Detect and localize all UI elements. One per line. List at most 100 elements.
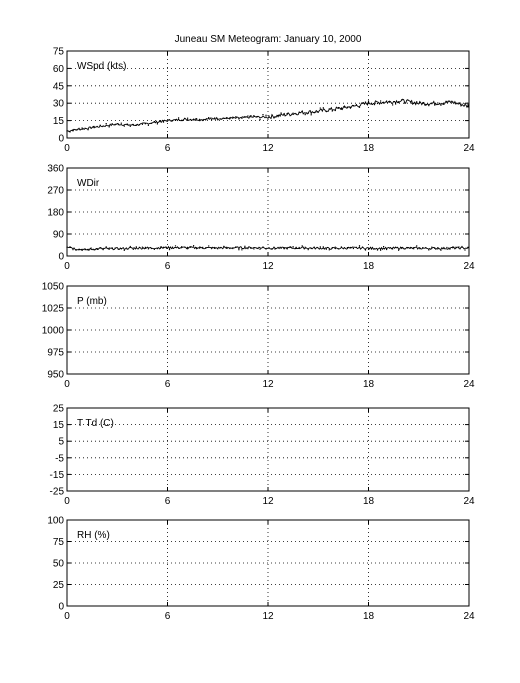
data-point-wdir bbox=[443, 247, 445, 249]
data-point-wdir bbox=[181, 246, 183, 248]
panel-wdir: 0 6 12 18 24 0 90 180 270 360 WDir bbox=[47, 164, 475, 273]
data-point-wspd bbox=[352, 105, 354, 107]
y-tick-label: 0 bbox=[58, 602, 64, 613]
y-tick-label: 25 bbox=[53, 580, 65, 591]
data-point-wdir bbox=[66, 246, 68, 248]
x-tick-label: 12 bbox=[262, 379, 274, 390]
data-point-wdir bbox=[289, 246, 291, 248]
data-point-wspd bbox=[340, 108, 342, 110]
data-point-wdir bbox=[352, 247, 354, 250]
data-point-wspd bbox=[307, 112, 309, 114]
data-point-wspd bbox=[93, 125, 95, 128]
data-point-wspd bbox=[144, 123, 146, 125]
data-point-wdir bbox=[343, 247, 345, 249]
data-point-wspd bbox=[434, 104, 436, 106]
data-point-wdir bbox=[226, 247, 228, 249]
data-point-wspd bbox=[217, 119, 219, 121]
x-tick-label: 6 bbox=[165, 143, 171, 154]
x-tick-label: 12 bbox=[262, 496, 274, 507]
data-point-wdir bbox=[147, 248, 149, 250]
data-point-wspd bbox=[105, 123, 107, 125]
data-point-wspd bbox=[162, 121, 165, 123]
panel-pressure: 0 6 12 18 24 950 975 1000 1025 1050 P (mb) bbox=[42, 282, 475, 391]
data-point-wspd bbox=[440, 104, 442, 106]
data-point-wdir bbox=[235, 246, 237, 248]
data-point-wspd bbox=[337, 107, 339, 109]
data-point-wspd bbox=[428, 105, 430, 107]
data-point-wspd bbox=[187, 117, 189, 119]
data-point-wspd bbox=[292, 112, 294, 114]
data-point-wdir bbox=[280, 247, 282, 249]
data-point-wdir bbox=[96, 248, 98, 250]
data-point-wdir bbox=[150, 247, 152, 250]
data-point-wspd bbox=[419, 101, 421, 103]
data-point-wdir bbox=[214, 247, 216, 249]
data-point-wspd bbox=[364, 101, 367, 103]
data-point-wspd bbox=[271, 114, 273, 116]
data-point-wspd bbox=[401, 99, 403, 101]
y-tick-label: 15 bbox=[53, 116, 65, 127]
data-point-wspd bbox=[443, 103, 445, 105]
data-point-wspd bbox=[238, 118, 240, 120]
data-point-wdir bbox=[319, 246, 321, 248]
figure-title: Juneau SM Meteogram: January 10, 2000 bbox=[175, 34, 362, 45]
data-point-wspd bbox=[331, 110, 333, 112]
data-point-wspd bbox=[108, 126, 110, 128]
data-point-wspd bbox=[467, 104, 469, 106]
data-point-wspd bbox=[223, 117, 225, 119]
data-point-wdir bbox=[292, 246, 294, 248]
y-tick-label: 15 bbox=[53, 420, 65, 431]
data-point-wdir bbox=[437, 247, 439, 249]
x-tick-label: 0 bbox=[64, 143, 70, 154]
x-tick-label: 18 bbox=[363, 611, 375, 622]
x-tick-label: 0 bbox=[64, 496, 70, 507]
data-point-wspd bbox=[156, 123, 158, 125]
data-point-wdir bbox=[392, 248, 394, 250]
data-point-wspd bbox=[449, 100, 451, 103]
data-point-wdir bbox=[458, 246, 460, 248]
data-point-wdir bbox=[250, 247, 252, 249]
data-point-wdir bbox=[135, 246, 137, 248]
data-point-wdir bbox=[75, 249, 77, 251]
data-point-wspd bbox=[117, 124, 119, 126]
data-point-wdir bbox=[298, 246, 300, 249]
data-point-wdir bbox=[108, 248, 110, 250]
data-point-wspd bbox=[184, 117, 186, 119]
data-point-wspd bbox=[446, 100, 448, 102]
data-point-wspd bbox=[325, 110, 327, 112]
data-point-wspd bbox=[286, 113, 288, 115]
x-tick-label: 6 bbox=[165, 496, 171, 507]
data-point-wspd bbox=[319, 107, 321, 109]
data-point-wdir bbox=[72, 249, 74, 251]
data-point-wdir bbox=[87, 249, 89, 251]
data-point-wspd bbox=[259, 119, 261, 121]
data-point-wdir bbox=[211, 247, 213, 249]
data-point-wdir bbox=[202, 246, 204, 248]
data-point-wdir bbox=[446, 246, 448, 249]
data-point-wdir bbox=[455, 246, 457, 248]
data-point-wspd bbox=[226, 117, 228, 120]
panel-wspd: 0 6 12 18 24 0 15 30 45 60 75 WSpd (kts) bbox=[53, 47, 475, 155]
data-point-wdir bbox=[102, 249, 104, 251]
data-point-wdir bbox=[419, 248, 421, 250]
data-point-wspd bbox=[181, 119, 183, 121]
data-point-wdir bbox=[383, 246, 385, 248]
panel-label-wdir: WDir bbox=[77, 178, 100, 189]
x-tick-label: 18 bbox=[363, 379, 375, 390]
data-point-wspd bbox=[316, 111, 318, 113]
data-point-wspd bbox=[253, 115, 255, 117]
data-point-wspd bbox=[220, 118, 222, 120]
data-point-wspd bbox=[301, 110, 303, 113]
y-tick-label: -5 bbox=[55, 453, 64, 464]
data-point-wspd bbox=[102, 125, 104, 127]
data-point-wspd bbox=[205, 118, 207, 120]
data-point-wdir bbox=[364, 249, 367, 251]
data-point-wspd bbox=[90, 127, 92, 129]
data-point-wdir bbox=[461, 245, 463, 248]
data-point-wdir bbox=[337, 248, 339, 250]
data-point-wdir bbox=[184, 246, 186, 248]
panel-label-wspd: WSpd (kts) bbox=[77, 61, 126, 72]
data-point-wspd bbox=[193, 118, 195, 120]
data-point-wdir bbox=[156, 248, 158, 250]
